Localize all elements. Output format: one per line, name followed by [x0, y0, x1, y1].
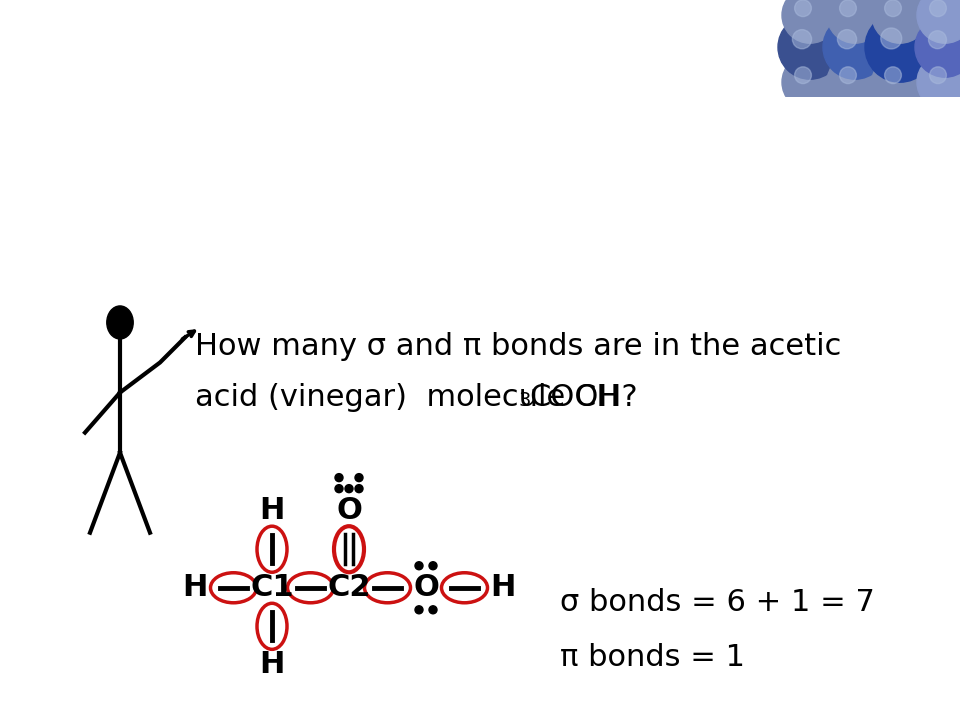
Ellipse shape — [107, 306, 133, 339]
Text: O: O — [336, 496, 362, 525]
Text: Sigma (σ) and Pi Bonds (π): Sigma (σ) and Pi Bonds (π) — [18, 40, 612, 78]
Circle shape — [795, 0, 811, 17]
Circle shape — [872, 0, 928, 43]
Circle shape — [335, 474, 343, 482]
Circle shape — [929, 67, 947, 84]
Circle shape — [429, 562, 437, 570]
Circle shape — [917, 0, 960, 43]
Circle shape — [884, 0, 901, 17]
Circle shape — [915, 17, 960, 77]
Circle shape — [865, 12, 935, 82]
Circle shape — [917, 54, 960, 110]
Text: σ bonds = 6 + 1 = 7: σ bonds = 6 + 1 = 7 — [560, 588, 875, 617]
Text: COOH?: COOH? — [529, 382, 637, 412]
Circle shape — [823, 15, 887, 79]
Circle shape — [840, 0, 856, 17]
Text: H: H — [182, 573, 207, 602]
Circle shape — [345, 485, 353, 492]
Text: C2: C2 — [327, 573, 371, 602]
Text: π bonds = 1: π bonds = 1 — [560, 643, 745, 672]
Circle shape — [782, 54, 838, 110]
Circle shape — [929, 0, 947, 17]
Text: How many σ and π bonds are in the acetic: How many σ and π bonds are in the acetic — [195, 333, 841, 361]
Circle shape — [837, 30, 856, 49]
Circle shape — [795, 67, 811, 84]
Text: H: H — [491, 573, 516, 602]
Circle shape — [827, 0, 883, 43]
Circle shape — [880, 28, 901, 49]
Circle shape — [778, 15, 842, 79]
Text: H: H — [259, 650, 285, 680]
Circle shape — [827, 54, 883, 110]
Circle shape — [872, 54, 928, 110]
Circle shape — [884, 67, 901, 84]
Text: H: H — [259, 496, 285, 525]
Circle shape — [415, 606, 423, 613]
Text: acid (vinegar)  molecule CH: acid (vinegar) molecule CH — [195, 382, 619, 412]
Text: O: O — [413, 573, 439, 602]
Circle shape — [335, 485, 343, 492]
Circle shape — [928, 31, 947, 49]
Text: 3: 3 — [519, 390, 532, 410]
Circle shape — [355, 474, 363, 482]
Circle shape — [355, 485, 363, 492]
Text: C1: C1 — [251, 573, 294, 602]
Circle shape — [415, 562, 423, 570]
Circle shape — [782, 0, 838, 43]
Circle shape — [840, 67, 856, 84]
Circle shape — [429, 606, 437, 613]
Circle shape — [792, 30, 811, 49]
